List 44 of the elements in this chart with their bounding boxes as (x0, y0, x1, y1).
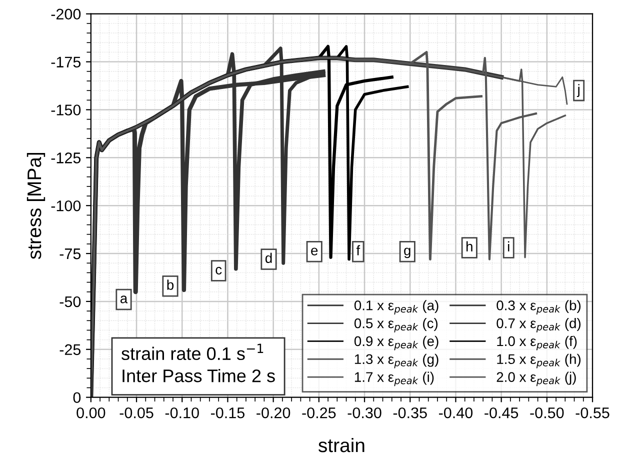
x-tick-label: -0.50 (530, 407, 564, 418)
legend-label: 2.0 x ε$_{peak}$ (j) (496, 372, 576, 386)
x-axis-title: strain (318, 438, 364, 452)
y-tick-label: -75 (60, 248, 81, 260)
annotation: e (311, 248, 318, 256)
annotation: f (356, 245, 360, 256)
y-tick-label: -50 (60, 296, 81, 308)
legend-label: 0.9 x ε$_{peak}$ (e) (354, 336, 438, 350)
x-tick-label: -0.10 (165, 407, 199, 418)
x-tick-label: -0.35 (393, 407, 427, 418)
y-axis-title: stress [MPa] (26, 152, 46, 260)
y-tick-label: -175 (51, 56, 81, 68)
annotation: c (216, 266, 222, 275)
x-tick-label: -0.20 (256, 407, 290, 418)
legend-label: 1.3 x ε$_{peak}$ (g) (354, 354, 438, 368)
y-tick-label: -125 (51, 152, 81, 164)
annotation: g (404, 248, 410, 258)
y-tick-label: -200 (51, 8, 81, 20)
x-tick-label: -0.05 (120, 407, 154, 418)
legend-label: 0.1 x ε$_{peak}$ (a) (354, 300, 438, 314)
legend-label: 0.5 x ε$_{peak}$ (c) (354, 318, 438, 332)
legend-label: 0.3 x ε$_{peak}$ (b) (496, 300, 581, 314)
x-tick-label: 0.00 (76, 407, 106, 418)
annotation: d (265, 252, 272, 264)
annotation: j (576, 84, 580, 98)
x-tick-label: -0.15 (210, 407, 244, 418)
legend-label: 1.0 x ε$_{peak}$ (f) (497, 336, 577, 350)
x-tick-label: -0.40 (438, 407, 473, 418)
x-tick-label: -0.55 (576, 407, 610, 418)
y-tick-label: -100 (51, 200, 81, 212)
y-tick-label: -25 (60, 344, 81, 356)
annotation: h (466, 241, 472, 252)
x-tick-label: -0.45 (484, 407, 518, 418)
x-tick-label: -0.30 (348, 407, 382, 418)
legend-label: 1.7 x ε$_{peak}$ (i) (354, 372, 434, 386)
legend-label: 1.5 x ε$_{peak}$ (h) (497, 354, 581, 368)
annotation: i (508, 241, 510, 252)
legend-label: 0.7 x ε$_{peak}$ (d) (496, 318, 581, 332)
annotation: b (167, 280, 174, 290)
y-tick-label: -150 (51, 104, 81, 116)
text: strain rate 0.1 s$^{−1}$ Inter Pass Time 2 s (122, 344, 275, 382)
x-tick-label: -0.25 (302, 407, 336, 418)
annotation: a (120, 296, 128, 304)
y-tick-label: 0 (73, 392, 81, 404)
